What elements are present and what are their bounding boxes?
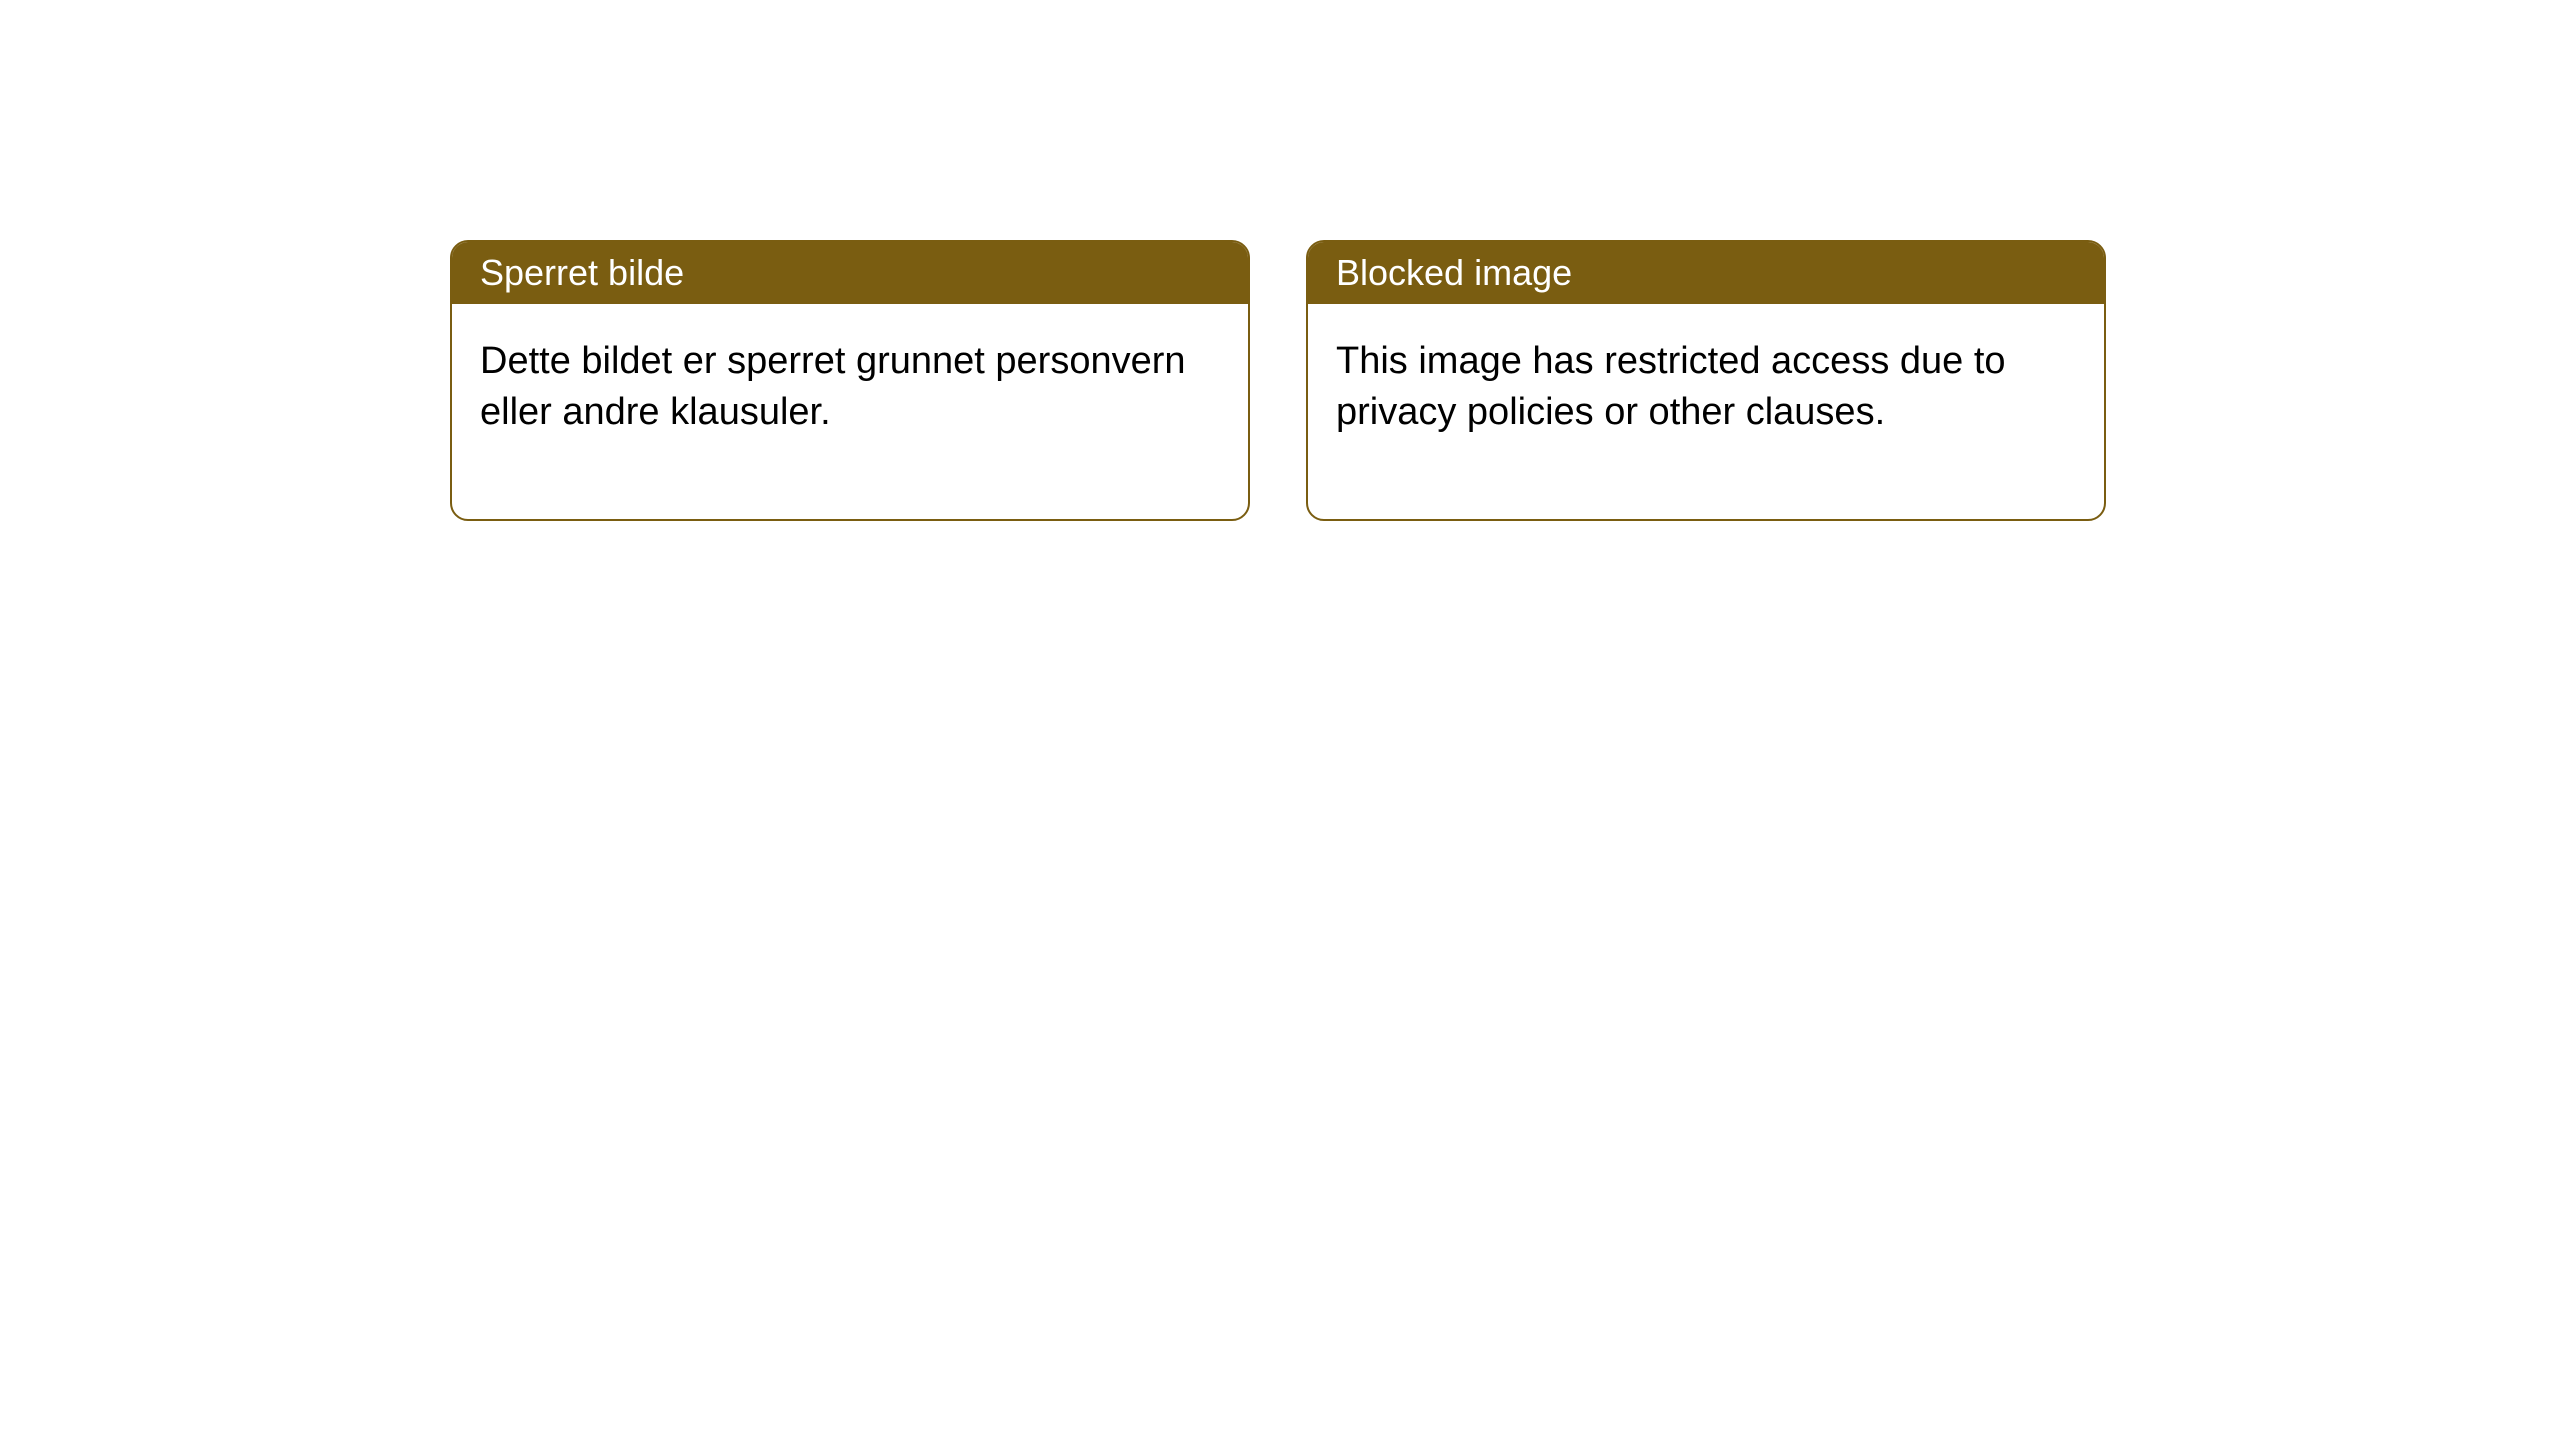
notice-card-norwegian: Sperret bilde Dette bildet er sperret gr… <box>450 240 1250 521</box>
notice-body: This image has restricted access due to … <box>1308 304 2104 519</box>
notice-body: Dette bildet er sperret grunnet personve… <box>452 304 1248 519</box>
notice-title: Blocked image <box>1308 242 2104 304</box>
notice-card-english: Blocked image This image has restricted … <box>1306 240 2106 521</box>
notice-container: Sperret bilde Dette bildet er sperret gr… <box>450 240 2106 521</box>
notice-title: Sperret bilde <box>452 242 1248 304</box>
